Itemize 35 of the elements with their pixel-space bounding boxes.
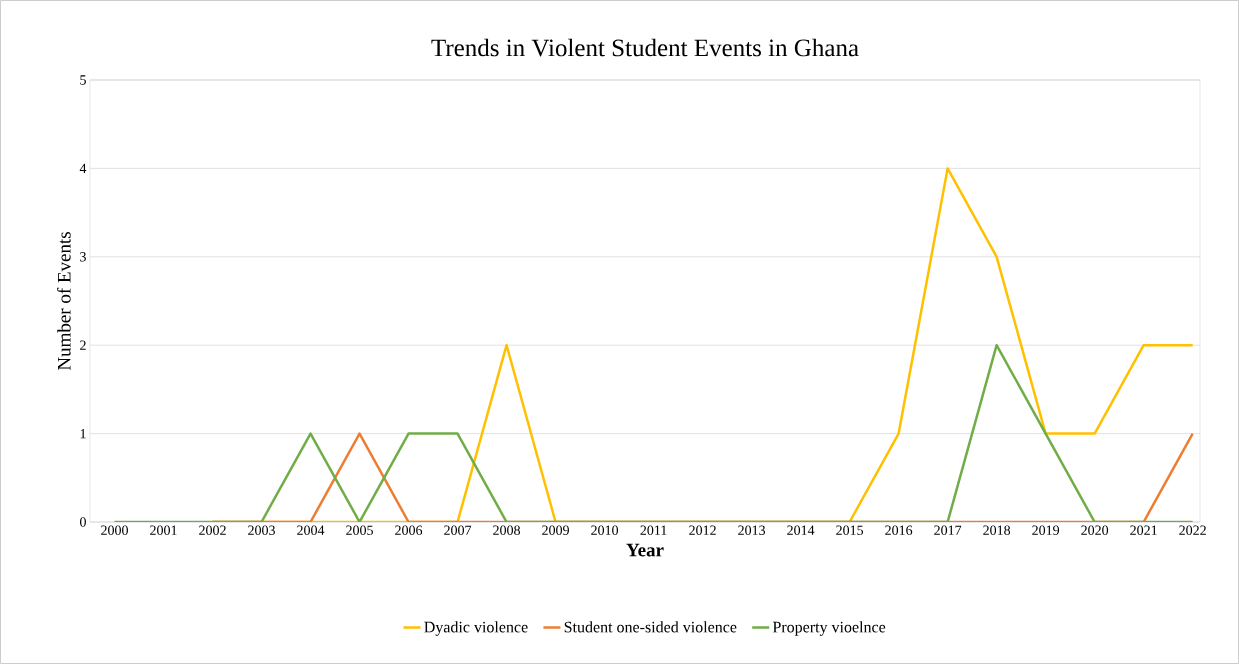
- y-axis-title: Number of Events: [57, 232, 71, 371]
- x-tick-label: 2011: [640, 525, 667, 535]
- x-tick-label: 2002: [199, 525, 226, 535]
- x-tick-label: 2007: [444, 525, 472, 535]
- x-tick-label: 2022: [1179, 525, 1206, 535]
- x-tick-label: 2016: [885, 525, 913, 535]
- y-tick-label: 1: [80, 428, 86, 439]
- x-tick-label: 2000: [101, 525, 128, 535]
- y-tick-label: 0: [80, 517, 86, 527]
- legend-label: Property vioelnce: [772, 621, 886, 636]
- x-tick-label: 2009: [542, 525, 569, 535]
- x-tick-label: 2006: [395, 525, 423, 535]
- x-tick-label: 2001: [150, 525, 177, 535]
- x-tick-label: 2004: [297, 525, 325, 535]
- legend-label: Dyadic violence: [424, 621, 528, 636]
- x-tick-label: 2003: [248, 525, 275, 535]
- x-tick-label: 2020: [1081, 525, 1109, 535]
- x-tick-label: 2012: [689, 525, 716, 535]
- x-tick-label: 2019: [1032, 525, 1060, 535]
- x-tick-label: 2013: [738, 525, 766, 535]
- y-tick-label: 5: [80, 75, 86, 85]
- y-tick-label: 3: [80, 252, 86, 262]
- y-tick-label: 4: [79, 163, 87, 173]
- legend-label: Student one-sided violence: [564, 621, 737, 633]
- y-tick-label: 2: [80, 340, 86, 350]
- x-tick-label: 2021: [1130, 525, 1157, 535]
- chart-title: Trends in Violent Student Events in Ghana: [431, 38, 859, 57]
- x-tick-label: 2010: [591, 525, 619, 535]
- x-tick-label: 2014: [787, 525, 815, 535]
- x-tick-label: 2018: [983, 525, 1011, 535]
- x-tick-label: 2017: [934, 525, 962, 535]
- x-tick-label: 2008: [493, 525, 521, 535]
- x-tick-label: 2005: [346, 525, 373, 535]
- x-tick-label: 2015: [836, 525, 864, 535]
- x-axis-title: Year: [626, 543, 664, 557]
